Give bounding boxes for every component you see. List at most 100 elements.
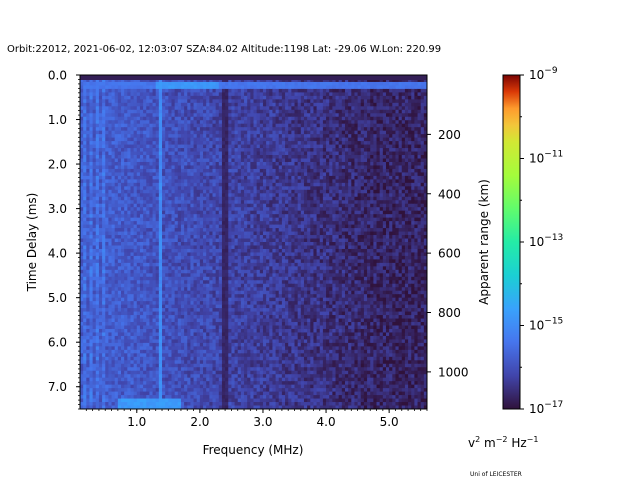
- heatmap-cell: [417, 203, 422, 208]
- heatmap-cell: [250, 109, 254, 114]
- heatmap-cell: [313, 116, 318, 121]
- heatmap-cell: [297, 88, 302, 93]
- heatmap-cell: [300, 141, 305, 146]
- heatmap-cell: [329, 221, 333, 226]
- heatmap-cell: [259, 144, 264, 149]
- heatmap-cell: [256, 186, 261, 191]
- heatmap-cell: [244, 95, 248, 100]
- heatmap-cell: [114, 106, 119, 111]
- heatmap-cell: [158, 217, 163, 222]
- heatmap-cell: [114, 81, 119, 86]
- heatmap-cell: [351, 186, 355, 191]
- heatmap-cell: [111, 214, 116, 219]
- heatmap-cell: [143, 228, 147, 233]
- heatmap-cell: [335, 92, 340, 97]
- heatmap-cell: [177, 120, 182, 125]
- heatmap-cell: [351, 172, 355, 177]
- heatmap-cell: [149, 189, 154, 194]
- heatmap-cell: [199, 196, 204, 201]
- heatmap-cell: [206, 151, 210, 156]
- heatmap-cell: [193, 210, 198, 215]
- heatmap-cell: [395, 102, 400, 107]
- heatmap-cell: [363, 179, 368, 184]
- heatmap-cell: [117, 155, 122, 159]
- heatmap-cell: [269, 224, 273, 229]
- heatmap-cell: [408, 148, 412, 153]
- heatmap-cell: [414, 210, 419, 215]
- heatmap-cell: [329, 144, 333, 149]
- heatmap-cell: [152, 78, 157, 83]
- heatmap-cell: [395, 168, 400, 173]
- heatmap-cell: [269, 175, 273, 180]
- heatmap-cell: [146, 168, 150, 173]
- heatmap-cell: [401, 158, 406, 163]
- heatmap-cell: [237, 203, 242, 208]
- heatmap-cell: [357, 99, 362, 104]
- heatmap-cell: [259, 189, 264, 194]
- heatmap-cell: [322, 182, 327, 187]
- heatmap-cell: [244, 137, 248, 142]
- heatmap-cell: [297, 168, 302, 173]
- heatmap-cell: [288, 224, 292, 229]
- heatmap-cell: [341, 161, 346, 166]
- heatmap-cell: [102, 88, 106, 93]
- heatmap-cell: [266, 99, 270, 104]
- heatmap-cell: [86, 78, 90, 83]
- heatmap-cell: [240, 196, 245, 201]
- heatmap-cell: [363, 95, 368, 100]
- heatmap-cell: [382, 151, 387, 156]
- heatmap-cell: [288, 134, 292, 139]
- heatmap-cell: [158, 189, 163, 194]
- heatmap-cell: [411, 186, 415, 191]
- heatmap-cell: [203, 78, 207, 83]
- heatmap-cell: [130, 203, 135, 208]
- heatmap-cell: [401, 203, 406, 208]
- heatmap-cell: [139, 151, 144, 156]
- heatmap-cell: [105, 85, 109, 90]
- heatmap-cell: [196, 200, 201, 205]
- heatmap-cell: [228, 148, 232, 153]
- heatmap-cell: [376, 182, 381, 187]
- heatmap-cell: [313, 172, 318, 177]
- heatmap-cell: [269, 137, 273, 142]
- heatmap-cell: [136, 99, 141, 104]
- heatmap-cell: [240, 158, 245, 163]
- heatmap-cell: [117, 186, 122, 191]
- heatmap-cell: [199, 224, 204, 229]
- heatmap-cell: [117, 161, 122, 166]
- heatmap-cell: [357, 161, 362, 166]
- heatmap-cell: [288, 228, 292, 233]
- heatmap-cell: [247, 168, 251, 173]
- heatmap-cell: [136, 102, 141, 107]
- heatmap-cell: [155, 193, 160, 198]
- heatmap-cell: [335, 168, 340, 173]
- heatmap-cell: [121, 175, 125, 180]
- heatmap-cell: [281, 203, 286, 208]
- heatmap-cell: [322, 141, 327, 146]
- heatmap-cell: [114, 85, 119, 90]
- heatmap-cell: [291, 102, 295, 107]
- heatmap-cell: [124, 95, 128, 100]
- heatmap-cell: [310, 196, 314, 201]
- heatmap-cell: [351, 196, 355, 201]
- heatmap-cell: [212, 221, 217, 226]
- heatmap-cell: [86, 137, 90, 142]
- heatmap-cell: [348, 120, 352, 125]
- heatmap-cell: [414, 113, 419, 118]
- heatmap-cell: [92, 81, 97, 86]
- heatmap-cell: [237, 88, 242, 93]
- heatmap-cell: [149, 203, 154, 208]
- heatmap-cell: [165, 214, 169, 219]
- heatmap-cell: [102, 214, 106, 219]
- heatmap-cell: [221, 193, 226, 198]
- heatmap-cell: [133, 231, 138, 236]
- heatmap-cell: [105, 172, 109, 177]
- heatmap-cell: [212, 189, 217, 194]
- heatmap-cell: [250, 158, 254, 163]
- heatmap-cell: [420, 123, 425, 128]
- heatmap-cell: [108, 113, 113, 118]
- heatmap-cell: [111, 134, 116, 139]
- heatmap-cell: [190, 200, 195, 205]
- heatmap-cell: [218, 175, 223, 180]
- heatmap-cell: [212, 186, 217, 191]
